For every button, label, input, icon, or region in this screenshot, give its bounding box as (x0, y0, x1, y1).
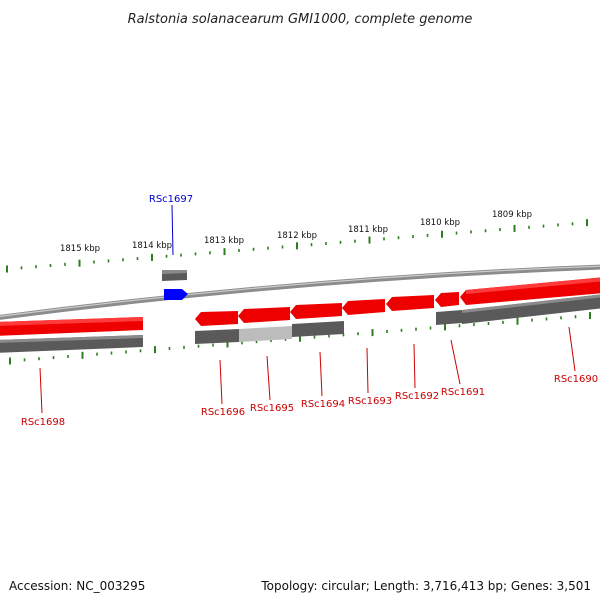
cds-feature-1690 (462, 294, 600, 324)
label-RSc1696[interactable]: RSc1696 (201, 407, 245, 418)
cds-feature-1698 (0, 335, 143, 353)
gene-RSc1695[interactable] (238, 307, 290, 323)
genome-backbone (0, 264, 600, 320)
accession-text: Accession: NC_003295 (9, 579, 146, 593)
cds-feature-1696 (195, 329, 239, 344)
cds-feature-1691 (436, 310, 462, 325)
gene-RSc1693[interactable] (342, 299, 385, 315)
genome-backbone-highlight (0, 265, 600, 317)
scale-label: 1813 kbp (204, 236, 244, 246)
gene-RSc1691[interactable] (435, 292, 459, 307)
genome-stats-text: Topology: circular; Length: 3,716,413 bp… (261, 579, 591, 593)
scale-label: 1811 kbp (348, 225, 388, 235)
cds-feature-1697 (162, 270, 187, 281)
label-RSc1691[interactable]: RSc1691 (441, 387, 485, 398)
scale-label: 1809 kbp (492, 210, 532, 220)
label-RSc1697[interactable]: RSc1697 (149, 194, 193, 205)
scale-ticks-inner (9, 312, 591, 365)
scale-labels: 1815 kbp 1814 kbp 1813 kbp 1812 kbp 1811 kbp… (60, 210, 532, 254)
map-title: Ralstonia solanacearum GMI1000, complete… (128, 12, 473, 27)
gene-RSc1690[interactable] (460, 277, 600, 305)
gene-RSc1696[interactable] (195, 311, 238, 326)
gene-labels: RSc1697 RSc1698 RSc1696 RSc1695 RSc1694 … (21, 194, 598, 428)
label-RSc1698[interactable]: RSc1698 (21, 417, 65, 428)
label-RSc1690[interactable]: RSc1690 (554, 374, 598, 385)
gene-RSc1692[interactable] (386, 295, 434, 311)
scale-label: 1815 kbp (60, 244, 100, 254)
scale-label: 1810 kbp (420, 218, 460, 228)
label-RSc1693[interactable]: RSc1693 (348, 396, 392, 407)
cds-feature-1695 (239, 326, 292, 342)
label-RSc1695[interactable]: RSc1695 (250, 403, 294, 414)
cds-feature-1694 (292, 321, 344, 337)
scale-label: 1812 kbp (277, 231, 317, 241)
scale-label: 1814 kbp (132, 241, 172, 251)
gene-RSc1694[interactable] (290, 303, 342, 319)
gene-RSc1698[interactable] (0, 317, 143, 336)
label-RSc1692[interactable]: RSc1692 (395, 391, 439, 402)
gene-RSc1697[interactable] (164, 289, 188, 300)
scale-ticks-outer (6, 219, 588, 273)
label-RSc1694[interactable]: RSc1694 (301, 399, 345, 410)
